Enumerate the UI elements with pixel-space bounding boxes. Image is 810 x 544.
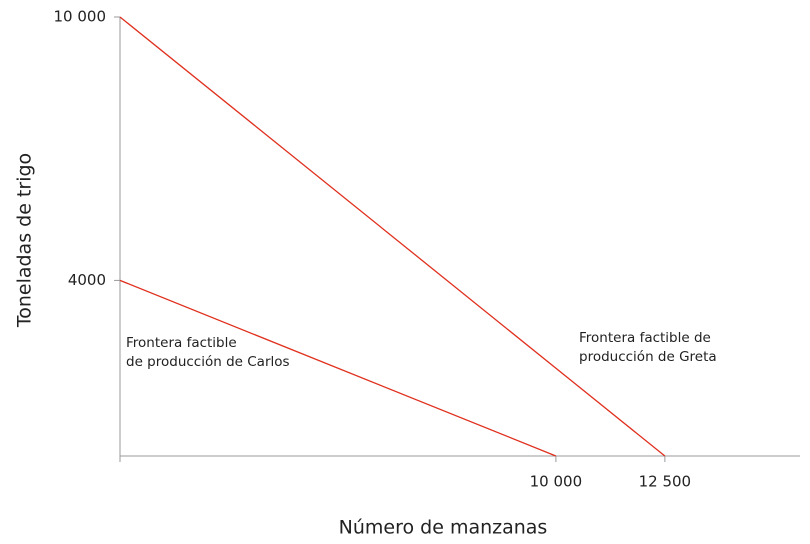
x-axis-title: Número de manzanas: [339, 517, 548, 539]
series-line: [119, 279, 557, 457]
x-tick-label: 12 500: [639, 473, 692, 491]
x-tick-label: 10 000: [530, 473, 583, 491]
series-label: producción de Greta: [579, 349, 717, 365]
series-line: [119, 16, 666, 457]
y-axis-title: Toneladas de trigo: [14, 153, 36, 328]
series-label: Frontera factible: [126, 335, 237, 351]
y-tick-label: 10 000: [54, 8, 107, 26]
series-label: de producción de Carlos: [126, 354, 290, 370]
series-label: Frontera factible de: [579, 330, 711, 346]
y-tick-label: 4000: [68, 271, 106, 289]
